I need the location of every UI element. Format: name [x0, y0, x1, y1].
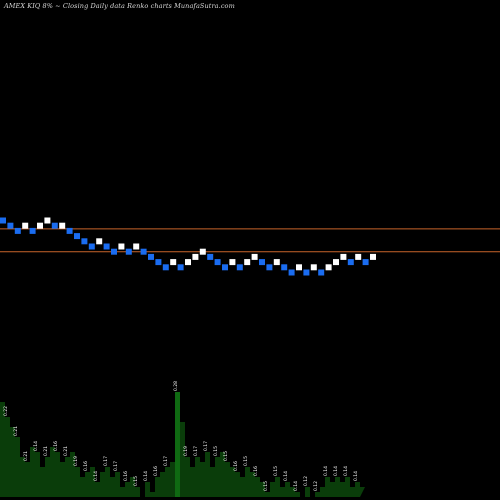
renko-brick-down: [214, 259, 221, 266]
renko-brick-down: [29, 227, 36, 234]
renko-brick-up: [370, 253, 376, 260]
renko-brick-down: [74, 233, 80, 240]
renko-brick-down: [7, 222, 14, 229]
renko-brick-up: [192, 253, 199, 260]
volume-label: 0.14: [293, 481, 299, 491]
renko-brick-down: [347, 259, 354, 266]
volume-label: 0.16: [253, 466, 259, 476]
renko-brick-down: [148, 253, 154, 260]
renko-brick-up: [340, 253, 347, 260]
volume-label: 0.16: [53, 441, 59, 451]
renko-brick-up: [133, 243, 140, 250]
renko-brick-down: [140, 248, 147, 255]
renko-brick-up: [244, 259, 251, 266]
volume-label: 0.14: [333, 466, 339, 476]
chart-caption: AMEX KIQ 8% ~ Closing Daily data Renko c…: [4, 2, 235, 10]
volume-area: [0, 392, 365, 497]
volume-label: 0.14: [283, 471, 289, 481]
renko-brick-up: [22, 222, 29, 229]
renko-brick-up: [296, 264, 302, 271]
volume-label: 0.14: [353, 471, 359, 481]
renko-brick-down: [288, 269, 295, 276]
volume-label: 0.14: [343, 466, 349, 476]
renko-brick-down: [81, 238, 88, 245]
renko-brick-up: [355, 253, 362, 260]
volume-label: 0.16: [83, 461, 89, 471]
renko-brick-down: [155, 259, 162, 266]
renko-brick-up: [96, 238, 103, 245]
volume-label: 0.17: [113, 461, 119, 471]
volume-label: 0.28: [173, 381, 179, 391]
renko-brick-down: [281, 264, 288, 271]
volume-label: 0.16: [153, 466, 159, 476]
renko-brick-down: [259, 259, 265, 266]
renko-brick-down: [111, 248, 117, 255]
volume-label: 0.21: [23, 451, 29, 461]
renko-brick-up: [44, 217, 51, 224]
volume-label: 0.15: [273, 466, 279, 476]
renko-brick-down: [162, 264, 169, 271]
renko-brick-up: [325, 264, 332, 271]
renko-brick-up: [170, 259, 177, 266]
volume-label: 0.21: [63, 446, 69, 456]
renko-brick-down: [207, 253, 214, 260]
renko-brick-up: [185, 259, 191, 266]
renko-brick-up: [229, 259, 236, 266]
renko-brick-down: [125, 248, 132, 255]
volume-label: 0.17: [163, 456, 169, 466]
renko-brick-down: [222, 264, 228, 271]
volume-label: 0.16: [123, 471, 129, 481]
renko-brick-up: [273, 259, 280, 266]
renko-bricks: [0, 217, 376, 276]
volume-label: 0.16: [233, 461, 239, 471]
renko-brick-down: [51, 222, 58, 229]
renko-brick-down: [362, 259, 369, 266]
volume-label: 0.22: [3, 406, 9, 416]
renko-brick-down: [318, 269, 325, 276]
renko-brick-up: [37, 222, 43, 229]
renko-brick-down: [303, 269, 310, 276]
renko-brick-down: [266, 264, 273, 271]
renko-brick-down: [66, 227, 73, 234]
volume-label: 0.14: [143, 471, 149, 481]
volume-label: 0.12: [313, 481, 319, 491]
volume-label: 0.17: [203, 441, 209, 451]
volume-label: 0.15: [213, 446, 219, 456]
volume-label: 0.15: [243, 456, 249, 466]
volume-label: 0.21: [43, 446, 49, 456]
renko-brick-down: [103, 243, 110, 250]
volume-label: 0.19: [183, 446, 189, 456]
volume-panel: 0.22 0.21 0.21 0.14 0.21 0.16 0.21 0.19 0.16 0.14…: [0, 381, 365, 497]
renko-brick-down: [177, 264, 184, 271]
renko-brick-down: [236, 264, 243, 271]
volume-label: 0.21: [13, 426, 19, 436]
volume-label: 0.14: [93, 471, 99, 481]
volume-label: 0.12: [303, 476, 309, 486]
volume-label: 0.15: [133, 476, 139, 486]
volume-label: 0.19: [73, 456, 79, 466]
renko-brick-down: [0, 217, 6, 224]
volume-label: 0.17: [103, 456, 109, 466]
renko-brick-up: [199, 248, 206, 255]
renko-brick-up: [118, 243, 125, 250]
renko-brick-up: [310, 264, 317, 271]
renko-brick-up: [251, 253, 258, 260]
volume-label: 0.17: [193, 446, 199, 456]
renko-brick-down: [14, 227, 21, 234]
renko-brick-up: [59, 222, 66, 229]
volume-label: 0.14: [33, 441, 39, 451]
volume-peak-bar: [175, 392, 180, 497]
volume-label: 0.15: [263, 481, 269, 491]
renko-brick-down: [88, 243, 95, 250]
volume-label: 0.14: [323, 466, 329, 476]
reference-lines: [0, 228, 500, 253]
volume-label: 0.15: [223, 451, 229, 461]
renko-brick-up: [333, 259, 339, 266]
